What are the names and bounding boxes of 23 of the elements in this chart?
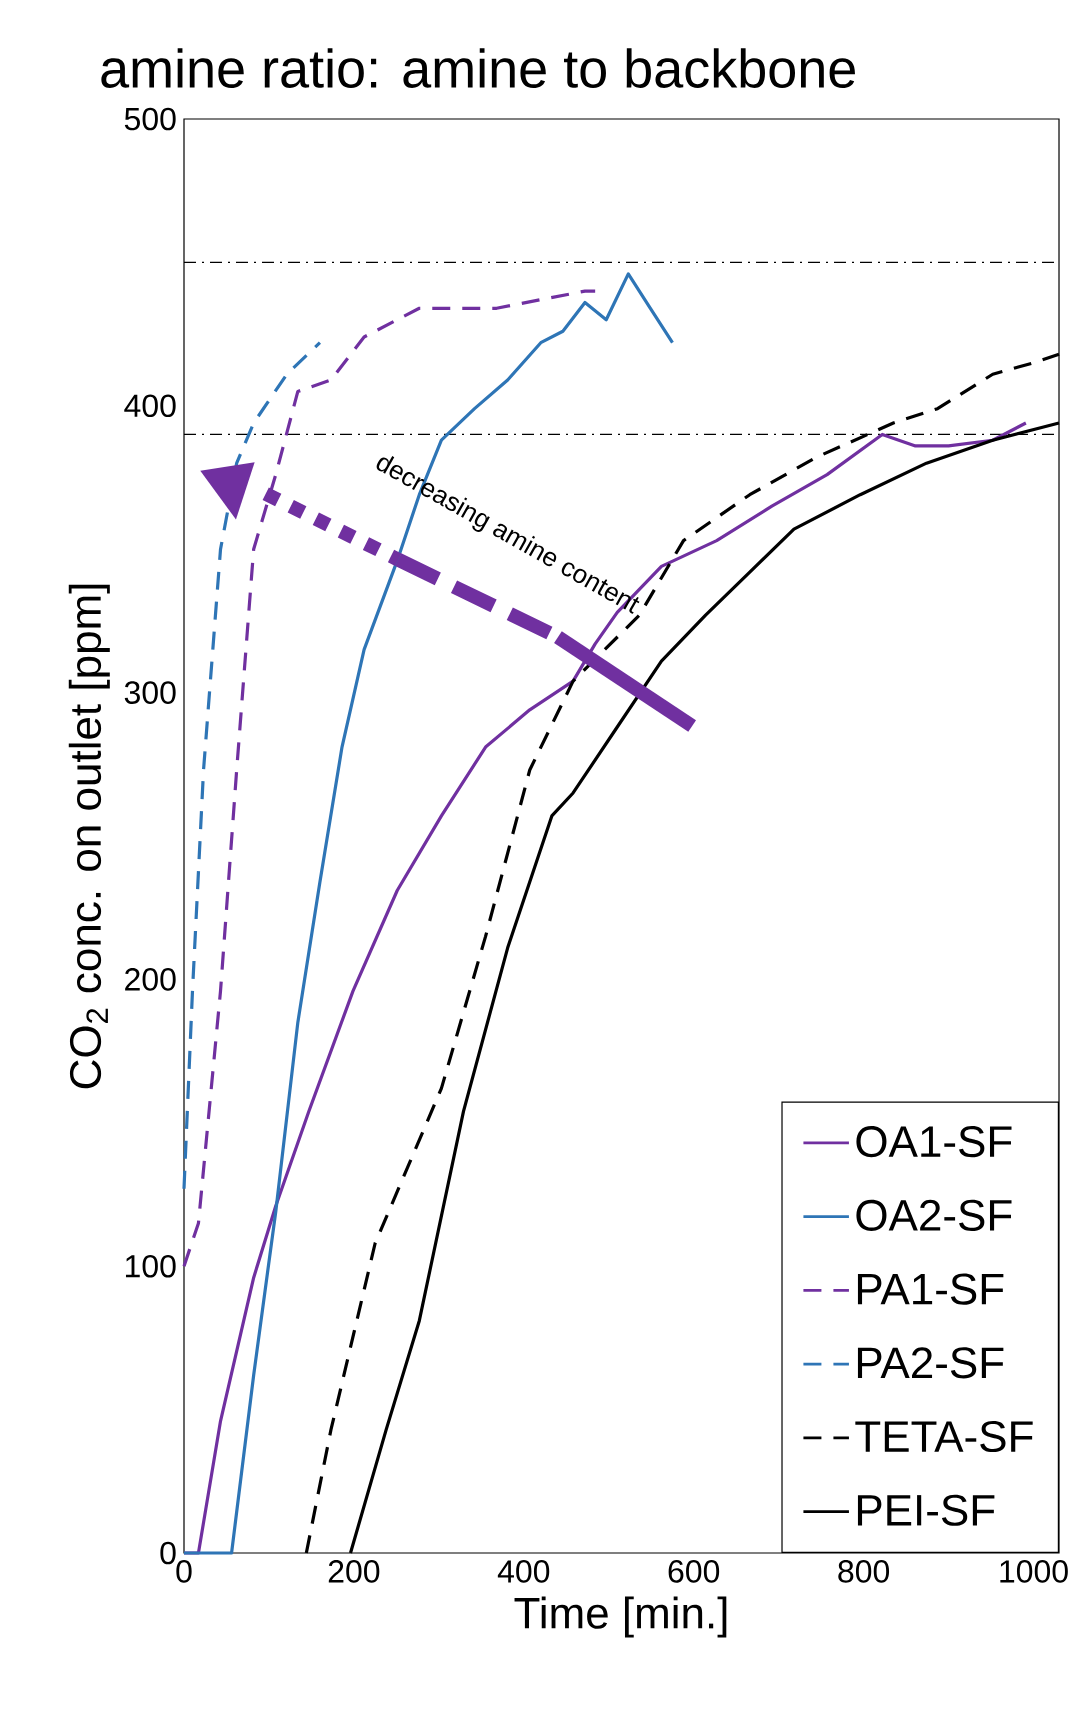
legend-label: OA2-SF [856,1199,1012,1231]
line-series [182,341,322,1191]
legend-label: PEI-SF [857,1494,995,1526]
line-series [182,272,675,1555]
x-tick-label: 200 [328,1560,380,1583]
y-axis-title: CO$_{2}$ conc. on outlet [ppm] [68,584,110,1089]
chart-title: amine ratio: amine to backbone [101,48,855,88]
y-tick-label: 300 [124,681,176,704]
y-tick-label: 0 [160,1541,176,1565]
y-tick-label: 200 [125,968,176,991]
y-tick-label: 400 [124,394,176,418]
x-tick-label: 400 [497,1560,550,1583]
y-tick-label: 500 [124,107,176,131]
legend-label: TETA-SF [855,1420,1033,1453]
legend-label: PA2-SF [857,1347,1004,1379]
legend-label: OA1-SF [856,1126,1012,1158]
x-tick-label: 1000 [1000,1560,1068,1583]
x-tick-label: 0 [176,1560,192,1583]
x-axis-title: Time [min.] [514,1596,727,1638]
x-tick-label: 600 [668,1560,720,1583]
legend-label: PA1-SF [857,1273,1004,1305]
x-tick-label: 800 [838,1560,890,1583]
y-tick-label: 100 [125,1254,176,1278]
